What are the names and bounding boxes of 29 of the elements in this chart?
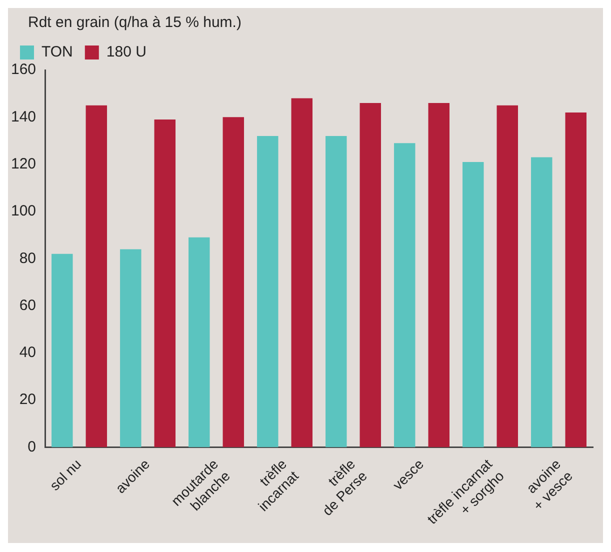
bar	[360, 103, 382, 448]
bar	[565, 112, 586, 448]
bar	[86, 105, 108, 448]
bar	[394, 143, 416, 448]
bar	[222, 117, 244, 448]
bar	[462, 162, 484, 448]
y-tick-label: 100	[10, 202, 36, 220]
y-tick-label: 120	[10, 155, 36, 172]
bar	[154, 120, 176, 448]
y-tick-label: 20	[19, 391, 36, 408]
bar	[257, 136, 278, 448]
bar	[188, 237, 210, 448]
bar	[52, 254, 73, 448]
legend-label: 180 U	[106, 44, 146, 61]
y-tick-label: 0	[28, 438, 36, 456]
bar	[291, 98, 313, 448]
y-tick-label: 140	[10, 108, 36, 126]
bar	[120, 249, 142, 448]
bar	[496, 105, 518, 448]
bar	[428, 103, 450, 448]
y-tick-label: 160	[10, 61, 36, 78]
y-tick-label: 80	[19, 250, 36, 267]
y-axis-title: Rdt en grain (q/ha à 15 % hum.)	[27, 13, 242, 33]
x-tick-label: sol nu	[46, 456, 84, 494]
y-tick-label: 60	[19, 296, 36, 314]
bar	[326, 136, 347, 448]
y-tick-label: 40	[19, 344, 36, 362]
bar	[531, 157, 552, 448]
legend-label: TON	[42, 44, 73, 61]
